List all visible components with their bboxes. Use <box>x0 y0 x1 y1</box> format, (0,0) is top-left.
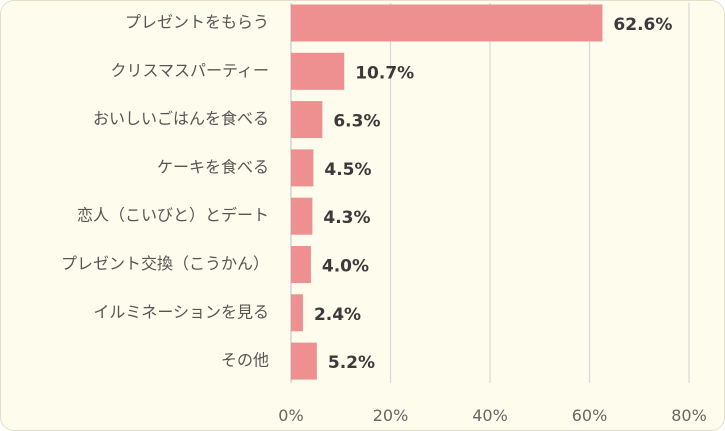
category-label: 恋人（こいびと）とデート <box>77 206 269 225</box>
data-label: 6.3% <box>333 112 380 132</box>
data-label: 4.0% <box>322 257 369 277</box>
bar <box>291 342 317 380</box>
category-label: その他 <box>221 351 269 370</box>
data-label: 4.3% <box>323 208 370 228</box>
category-label: プレゼントをもらう <box>125 13 269 32</box>
data-label: 4.5% <box>324 160 371 180</box>
bar <box>291 197 313 235</box>
data-label: 10.7% <box>355 63 414 83</box>
data-label: 2.4% <box>314 305 361 325</box>
x-tick-label: 60% <box>572 406 608 425</box>
x-tick-label: 0% <box>278 406 303 425</box>
data-label: 5.2% <box>328 353 375 373</box>
x-tick-label: 80% <box>671 406 707 425</box>
bar <box>291 52 345 90</box>
x-tick-label: 20% <box>373 406 409 425</box>
category-label: ケーキを食べる <box>157 157 269 176</box>
category-label: おいしいごはんを食べる <box>93 109 269 128</box>
bar <box>291 101 323 139</box>
category-label: クリスマスパーティー <box>110 61 269 80</box>
x-tick-label: 40% <box>472 406 508 425</box>
bar <box>291 294 303 332</box>
category-label: プレゼント交換（こうかん） <box>61 254 269 273</box>
data-label: 62.6% <box>613 15 672 35</box>
bar <box>291 246 311 283</box>
category-label: イルミネーションを見る <box>93 302 269 321</box>
bar <box>291 4 603 42</box>
bar <box>291 149 314 187</box>
